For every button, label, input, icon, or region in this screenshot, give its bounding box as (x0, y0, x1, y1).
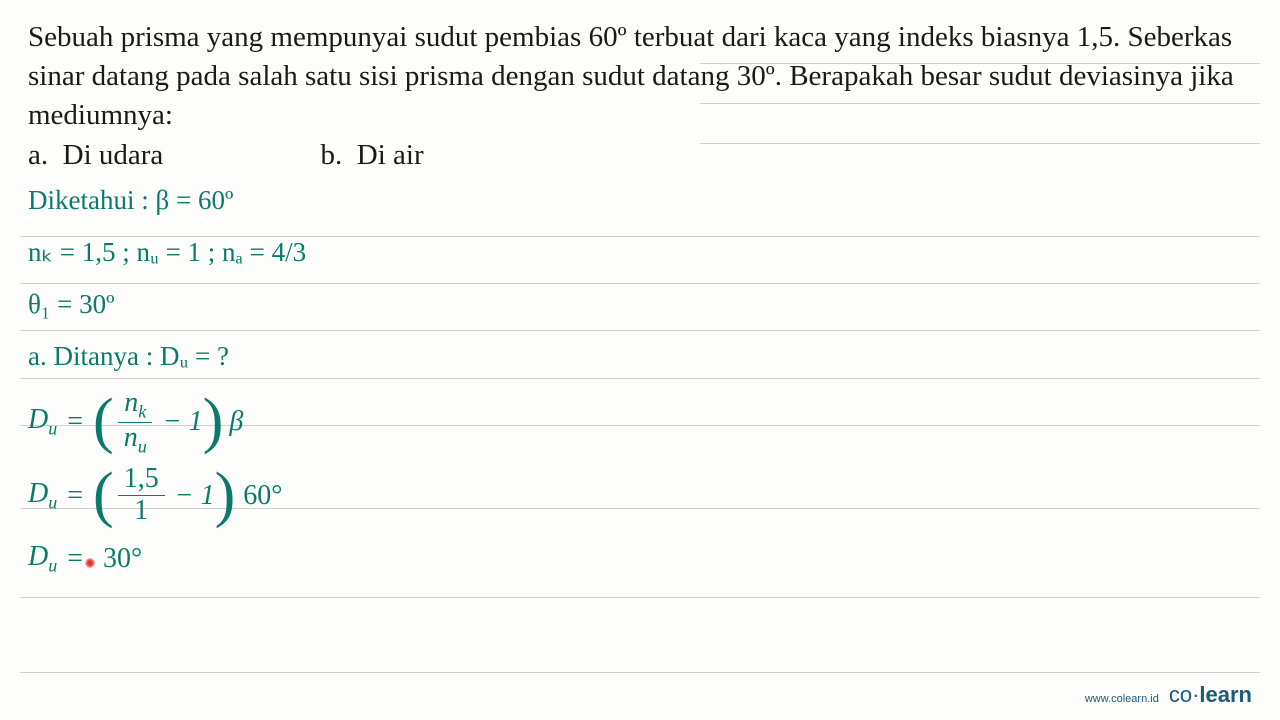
diketahui-label: Diketahui : (28, 185, 149, 215)
result-line: Du = 30° (28, 541, 1252, 577)
formula-1: Du = ( nk nu − 1 ) β (28, 388, 1252, 456)
formula-2: Du = ( 1,5 1 − 1 ) 60° (28, 464, 1252, 527)
formula2-lhs: Du (28, 478, 57, 514)
problem-options: a. Di udara b. Di air (28, 139, 1252, 172)
problem-statement: Sebuah prisma yang mempunyai sudut pembi… (28, 18, 1252, 135)
diketahui-line: Diketahui : β = 60º (28, 178, 1252, 224)
option-a-text: Di udara (63, 139, 164, 171)
option-a: a. Di udara (28, 139, 163, 172)
result-value: 30° (103, 543, 142, 575)
formula2-angle: 60° (243, 480, 282, 512)
formula2-fraction: 1,5 1 (118, 464, 165, 527)
footer-logo: co·learn (1169, 682, 1252, 708)
option-b-text: Di air (357, 139, 424, 171)
formula2-minus: − 1 (175, 480, 215, 512)
pointer-dot-icon (85, 558, 95, 568)
option-b: b. Di air (321, 139, 424, 172)
beta-value: β = 60º (155, 185, 233, 215)
ditanya-line: a. Ditanya : Dᵤ = ? (28, 334, 1252, 380)
formula1-minus: − 1 (163, 406, 203, 438)
formula1-beta: β (229, 406, 243, 438)
formula1-lhs: Du (28, 404, 57, 440)
theta-line: θ₁ = 30º (28, 282, 1252, 328)
indices-line: nₖ = 1,5 ; nᵤ = 1 ; nₐ = 4/3 (28, 230, 1252, 276)
footer-url: www.colearn.id (1085, 693, 1159, 705)
footer: www.colearn.id co·learn (1085, 682, 1252, 708)
result-lhs: Du (28, 541, 57, 577)
formula1-fraction: nk nu (118, 388, 153, 456)
